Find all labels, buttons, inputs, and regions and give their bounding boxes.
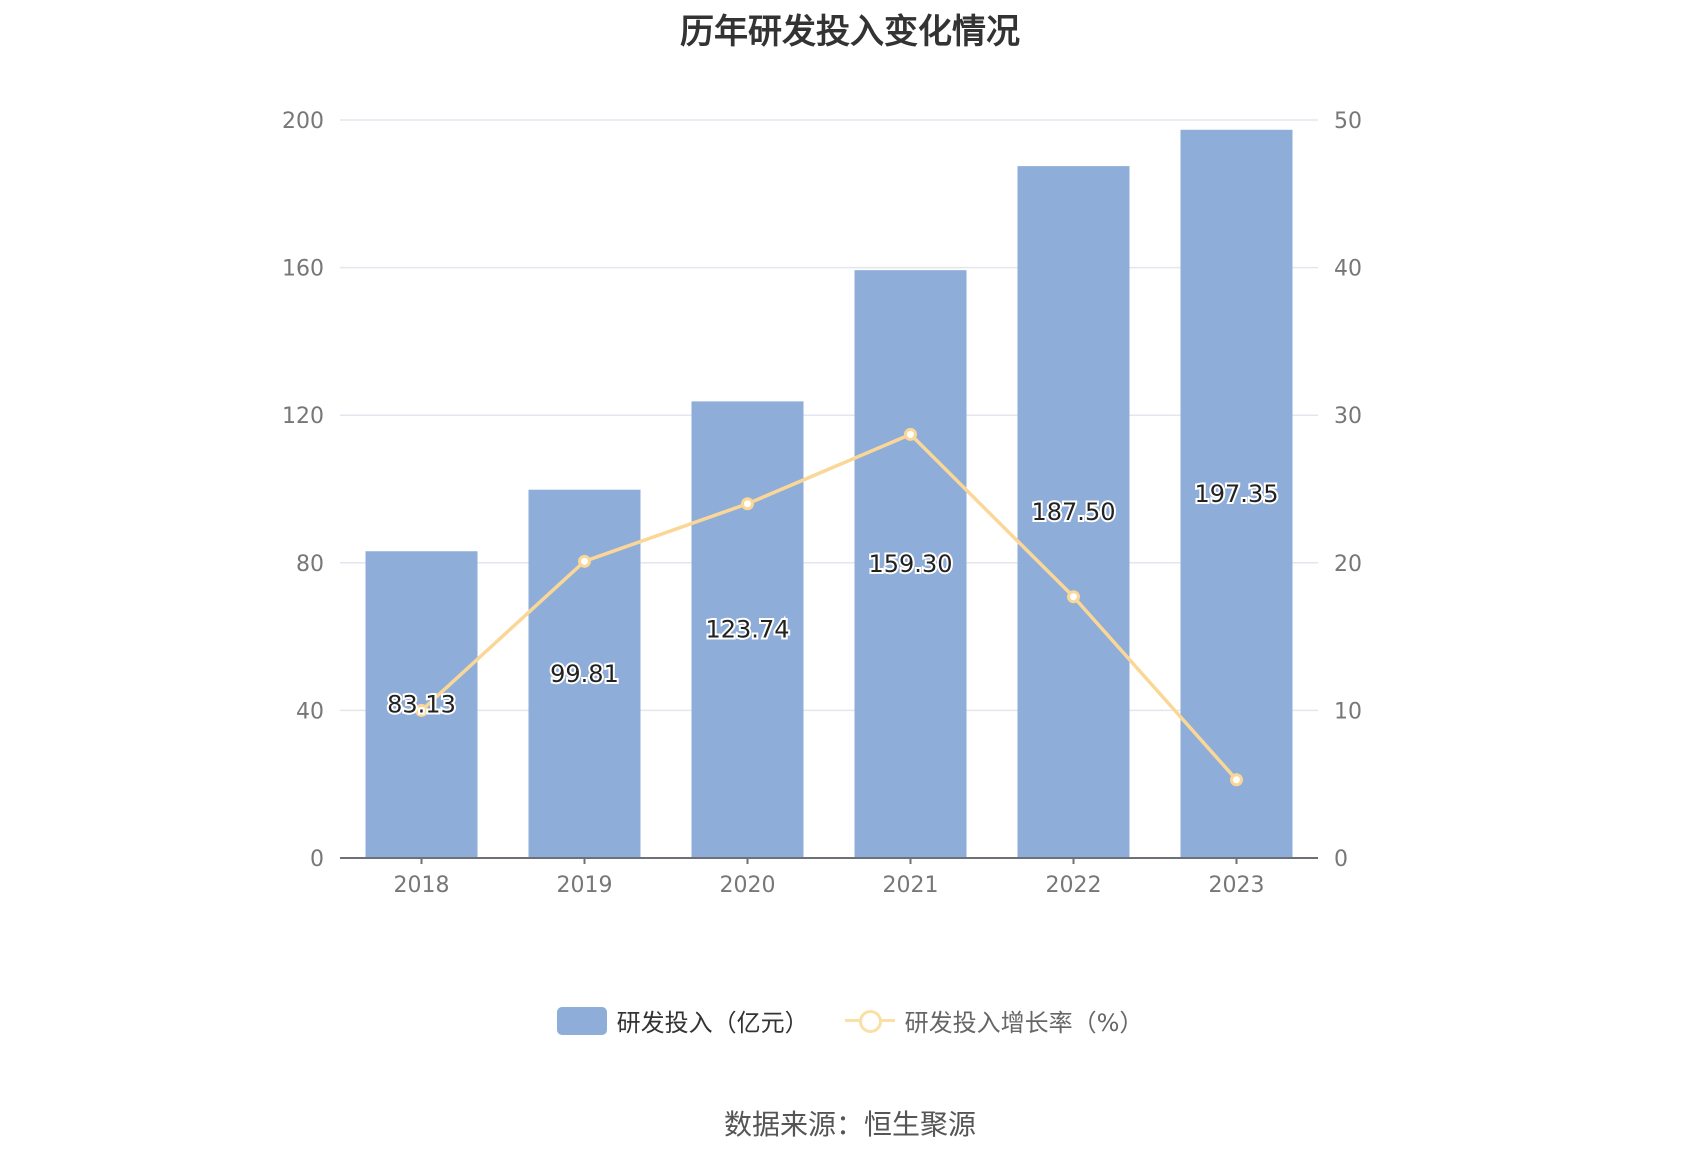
x-tick-label: 2018 (394, 873, 450, 898)
y-right-tick-label: 40 (1334, 257, 1362, 282)
bar (1017, 166, 1130, 858)
growth-point (1230, 773, 1243, 787)
y-right-tick-label: 10 (1334, 699, 1362, 724)
y-left-tick-label: 200 (282, 109, 324, 134)
y-left-tick-label: 120 (282, 404, 324, 429)
growth-line (420, 432, 1238, 781)
growth-point (1067, 590, 1080, 604)
y-right-tick-label: 20 (1334, 552, 1362, 577)
bar (691, 401, 804, 858)
chart-title: 历年研发投入变化情况 (680, 12, 1020, 52)
y-left-tick-label: 80 (296, 552, 324, 577)
legend-line-swatch (844, 1007, 895, 1035)
x-tick-label: 2020 (720, 873, 776, 898)
legend-label-growth-rate: 研发投入增长率（%） (904, 1009, 1144, 1037)
x-tick-label: 2021 (883, 873, 939, 898)
y-left-tick-label: 40 (296, 699, 324, 724)
axes: 0 0 40 10 80 20 120 30 160 40 200 50 2018 2019 2020 202… (282, 109, 1362, 898)
bar-value-label: 99.81 (550, 660, 619, 688)
y-right-tick-label: 0 (1334, 847, 1348, 872)
x-tick-label: 2019 (557, 873, 613, 898)
bar-value-label: 159.30 (869, 550, 953, 578)
bar (854, 270, 967, 859)
y-left-tick-label: 0 (310, 847, 324, 872)
grid-lines (340, 119, 1318, 712)
bar-value-label: 123.74 (706, 616, 790, 644)
source-note: 数据来源：恒生聚源 (723, 1108, 976, 1141)
legend-item-growth-rate[interactable]: 研发投入增长率（%） (844, 1003, 1144, 1038)
growth-point (904, 427, 917, 441)
legend: 研发投入（亿元） 研发投入增长率（%） (0, 1003, 1700, 1038)
x-tick-label: 2023 (1209, 873, 1265, 898)
data-labels: 83.13 99.81 123.74 159.30 187.50 197.35 (385, 478, 1280, 721)
legend-bar-swatch (556, 1006, 607, 1035)
bar-series (365, 129, 1293, 859)
growth-point (415, 703, 428, 717)
bar (528, 489, 641, 858)
y-right-tick-label: 50 (1334, 109, 1362, 134)
x-tick-label: 2022 (1046, 873, 1102, 898)
bar-value-label: 83.13 (387, 691, 456, 719)
y-right-tick-label: 30 (1334, 404, 1362, 429)
legend-item-rd-investment[interactable]: 研发投入（亿元） (556, 1003, 809, 1038)
y-left-tick-label: 160 (282, 257, 324, 282)
bar-value-label: 187.50 (1032, 498, 1116, 526)
bar-value-label: 197.35 (1195, 480, 1279, 508)
growth-point (578, 554, 591, 568)
legend-label-rd-investment: 研发投入（亿元） (616, 1009, 809, 1037)
growth-line-series (415, 427, 1243, 787)
growth-point (741, 497, 754, 511)
